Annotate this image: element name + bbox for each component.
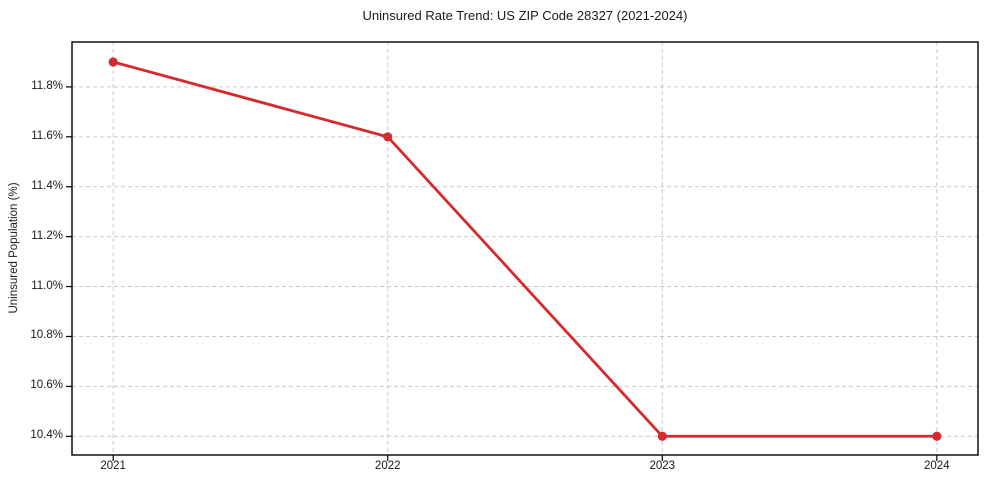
y-tick-label: 11.6% (31, 129, 63, 142)
y-tick-label: 10.4% (30, 429, 63, 442)
data-point-marker (932, 431, 942, 441)
data-point-marker (108, 57, 118, 67)
trend-line (111, 60, 939, 438)
y-tick-label: 10.6% (30, 379, 63, 392)
data-point-marker (657, 431, 667, 441)
x-tick-label: 2021 (100, 460, 126, 472)
y-tick-label: 10.8% (30, 329, 63, 342)
y-tick-label: 11.2% (31, 229, 63, 242)
x-tick-label: 2022 (374, 460, 401, 472)
x-tick-label: 2023 (649, 460, 676, 472)
y-tick-label: 11.8% (31, 79, 63, 92)
x-tick-label: 2024 (924, 460, 950, 472)
plot-border (71, 41, 979, 456)
y-tick-label: 11.0% (31, 279, 63, 292)
y-tick-label: 11.4% (31, 179, 63, 192)
data-point-marker (383, 132, 393, 142)
chart-title: Uninsured Rate Trend: US ZIP Code 28327 … (362, 8, 688, 23)
